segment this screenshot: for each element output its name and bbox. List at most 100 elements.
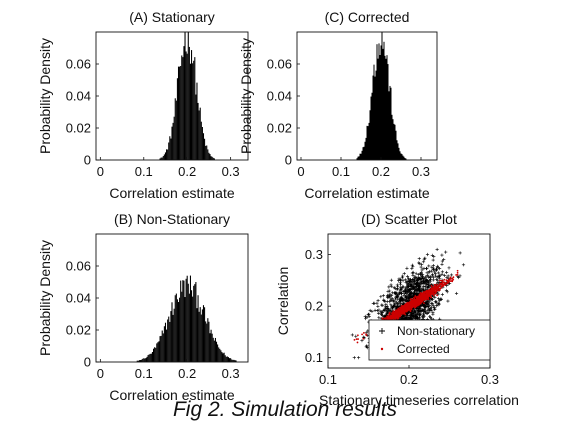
histogram-bar [359, 153, 361, 160]
corrected-point [434, 292, 437, 295]
corrected-point [409, 298, 412, 301]
non-stationary-point [445, 290, 449, 294]
non-stationary-point [440, 259, 444, 263]
histogram-bar [180, 280, 182, 362]
histogram-bar [161, 157, 163, 160]
corrected-point [413, 296, 415, 299]
y-tick-label: 0.04 [267, 89, 292, 104]
histogram-bar [229, 358, 231, 362]
non-stationary-point [382, 299, 386, 303]
histogram-bar [403, 156, 405, 160]
corrected-point [404, 313, 406, 316]
figure-caption: Fig 2. Simulation results [172, 398, 398, 421]
histogram-bar [217, 344, 219, 362]
non-stationary-point [367, 314, 371, 318]
histogram-bar [201, 127, 203, 160]
non-stationary-point [430, 265, 434, 269]
histogram-bar [184, 32, 186, 160]
histogram-bar [383, 41, 385, 160]
non-stationary-point [440, 292, 445, 297]
panel-a-xlabel: Correlation estimate [109, 185, 234, 201]
panel-d-legend: Non-stationary Corrected [368, 319, 491, 361]
non-stationary-point [381, 294, 385, 298]
histogram-bar [161, 330, 163, 362]
corrected-point [449, 280, 452, 283]
legend-marker-non-stationary [379, 328, 385, 334]
non-stationary-point [419, 270, 423, 275]
histogram-bar [201, 309, 203, 362]
non-stationary-point [410, 263, 414, 267]
corrected-point [445, 279, 448, 282]
corrected-point [443, 281, 446, 284]
non-stationary-point [418, 277, 422, 281]
non-stationary-point [409, 280, 414, 284]
non-stationary-point [394, 290, 398, 295]
non-stationary-point [420, 268, 424, 272]
non-stationary-point [399, 282, 403, 286]
histogram-bar [187, 283, 189, 362]
non-stationary-point [430, 272, 435, 276]
non-stationary-point [440, 253, 444, 257]
panel-c-xlabel: Correlation estimate [304, 185, 429, 201]
panel-d-title: (D) Scatter Plot [361, 211, 457, 227]
corrected-point [404, 307, 407, 310]
non-stationary-point [433, 307, 437, 312]
histogram-bar [215, 341, 218, 362]
non-stationary-point [392, 303, 397, 307]
non-stationary-point [427, 284, 431, 288]
panel-b-title: (B) Non-Stationary [114, 211, 230, 227]
histogram-bar [199, 107, 201, 160]
histogram-bar [391, 114, 393, 160]
non-stationary-point [429, 315, 433, 319]
histogram-bar [164, 322, 167, 362]
non-stationary-point [421, 309, 426, 313]
histogram-bar [180, 65, 182, 160]
non-stationary-point [383, 309, 387, 313]
non-stationary-point [403, 289, 408, 294]
corrected-point [435, 288, 437, 291]
histogram-bar [159, 336, 161, 362]
corrected-point [424, 290, 427, 293]
corrected-point [452, 278, 455, 281]
panel-c: (C) Corrected 0 0.1 0.2 0.3 0 0.02 0.04 0.06 Corr… [238, 9, 438, 201]
x-tick-label: 0 [97, 366, 104, 381]
histogram-bar [181, 291, 183, 362]
histogram-bar [209, 333, 211, 362]
y-tick-label: 0.02 [66, 323, 91, 338]
histogram-bar [187, 32, 189, 160]
histogram-bar [156, 343, 158, 362]
corrected-point [427, 295, 430, 298]
corrected-point [398, 313, 400, 316]
x-tick-label: 0 [97, 164, 104, 179]
non-stationary-point [394, 296, 398, 300]
non-stationary-point [421, 260, 426, 264]
histogram-bar [233, 359, 235, 362]
non-stationary-point [436, 279, 440, 283]
corrected-point [383, 317, 386, 320]
histogram-bar [223, 352, 225, 362]
non-stationary-point [375, 301, 379, 305]
y-tick-label: 0.06 [66, 57, 91, 72]
non-stationary-point [427, 269, 431, 274]
corrected-point [456, 273, 459, 276]
non-stationary-point [411, 281, 416, 285]
y-tick-label: 0 [84, 153, 91, 168]
non-stationary-point [397, 291, 402, 296]
corrected-point [399, 307, 402, 310]
non-stationary-point [411, 270, 415, 274]
histogram-bar [196, 82, 198, 160]
non-stationary-point [434, 300, 438, 304]
histogram-bar [191, 50, 193, 160]
corrected-point [419, 299, 422, 302]
histogram-bar [162, 155, 164, 160]
non-stationary-point [411, 277, 415, 281]
non-stationary-point [406, 276, 411, 280]
x-tick-label: 0.3 [481, 372, 499, 387]
corrected-point [388, 313, 391, 316]
non-stationary-point [425, 273, 430, 278]
non-stationary-point [449, 273, 454, 277]
x-tick-label: 0.3 [412, 164, 430, 179]
non-stationary-point [429, 269, 434, 273]
histogram-bar [182, 280, 184, 362]
corrected-point [418, 294, 421, 296]
